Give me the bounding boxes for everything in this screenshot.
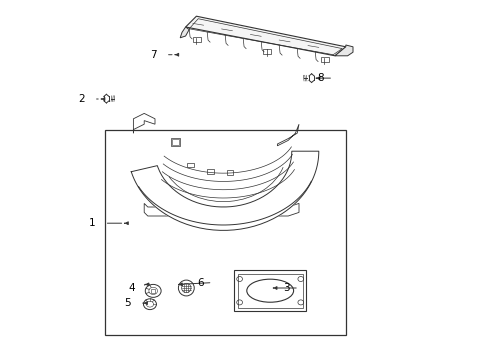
Text: 5: 5 <box>124 298 131 308</box>
Bar <box>238 274 303 308</box>
Text: 2: 2 <box>78 94 85 104</box>
Bar <box>207 169 214 174</box>
Bar <box>171 138 180 146</box>
Text: 3: 3 <box>283 283 290 293</box>
Bar <box>104 130 346 335</box>
Bar <box>151 289 155 293</box>
Text: 8: 8 <box>318 73 324 83</box>
Text: 7: 7 <box>150 50 157 60</box>
Polygon shape <box>186 16 346 56</box>
Bar <box>320 57 328 62</box>
Text: 6: 6 <box>197 278 204 288</box>
Bar <box>172 139 179 145</box>
Bar <box>187 163 194 167</box>
Bar <box>263 49 271 54</box>
Text: 1: 1 <box>89 218 96 228</box>
Text: 4: 4 <box>128 283 135 293</box>
Polygon shape <box>131 151 319 230</box>
Bar <box>193 37 201 42</box>
Bar <box>227 170 233 175</box>
Polygon shape <box>180 27 189 38</box>
Polygon shape <box>335 45 353 56</box>
Bar <box>234 270 306 311</box>
